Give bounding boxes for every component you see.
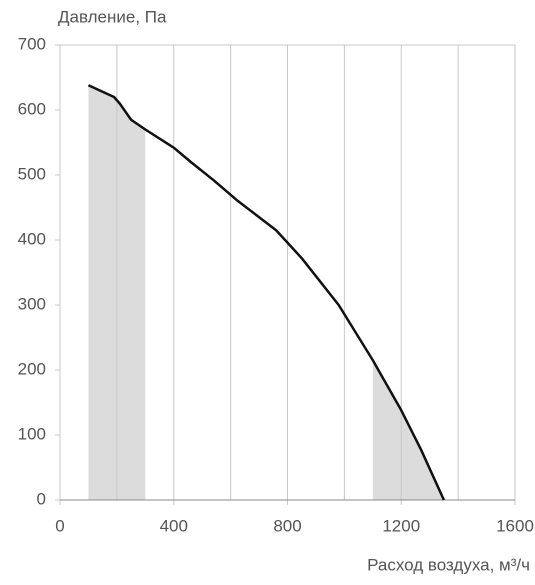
y-tick-label: 100	[18, 424, 46, 443]
y-tick-label: 600	[18, 99, 46, 118]
y-tick-label: 0	[37, 489, 46, 508]
y-tick-label: 200	[18, 359, 46, 378]
x-tick-label: 400	[160, 516, 188, 535]
x-tick-label: 800	[273, 516, 301, 535]
curve	[87, 84, 446, 501]
y-tick-label: 500	[18, 164, 46, 183]
x-tick-label: 0	[55, 516, 64, 535]
y-axis-label: Давление, Па	[58, 7, 167, 26]
y-tick-label: 300	[18, 294, 46, 313]
y-tick-label: 700	[18, 34, 46, 53]
x-tick-label: 1600	[496, 516, 534, 535]
x-axis-label: Расход воздуха, м³/ч	[367, 555, 530, 574]
x-tick-label: 1200	[382, 516, 420, 535]
shaded-range	[372, 360, 444, 500]
y-tick-label: 400	[18, 229, 46, 248]
